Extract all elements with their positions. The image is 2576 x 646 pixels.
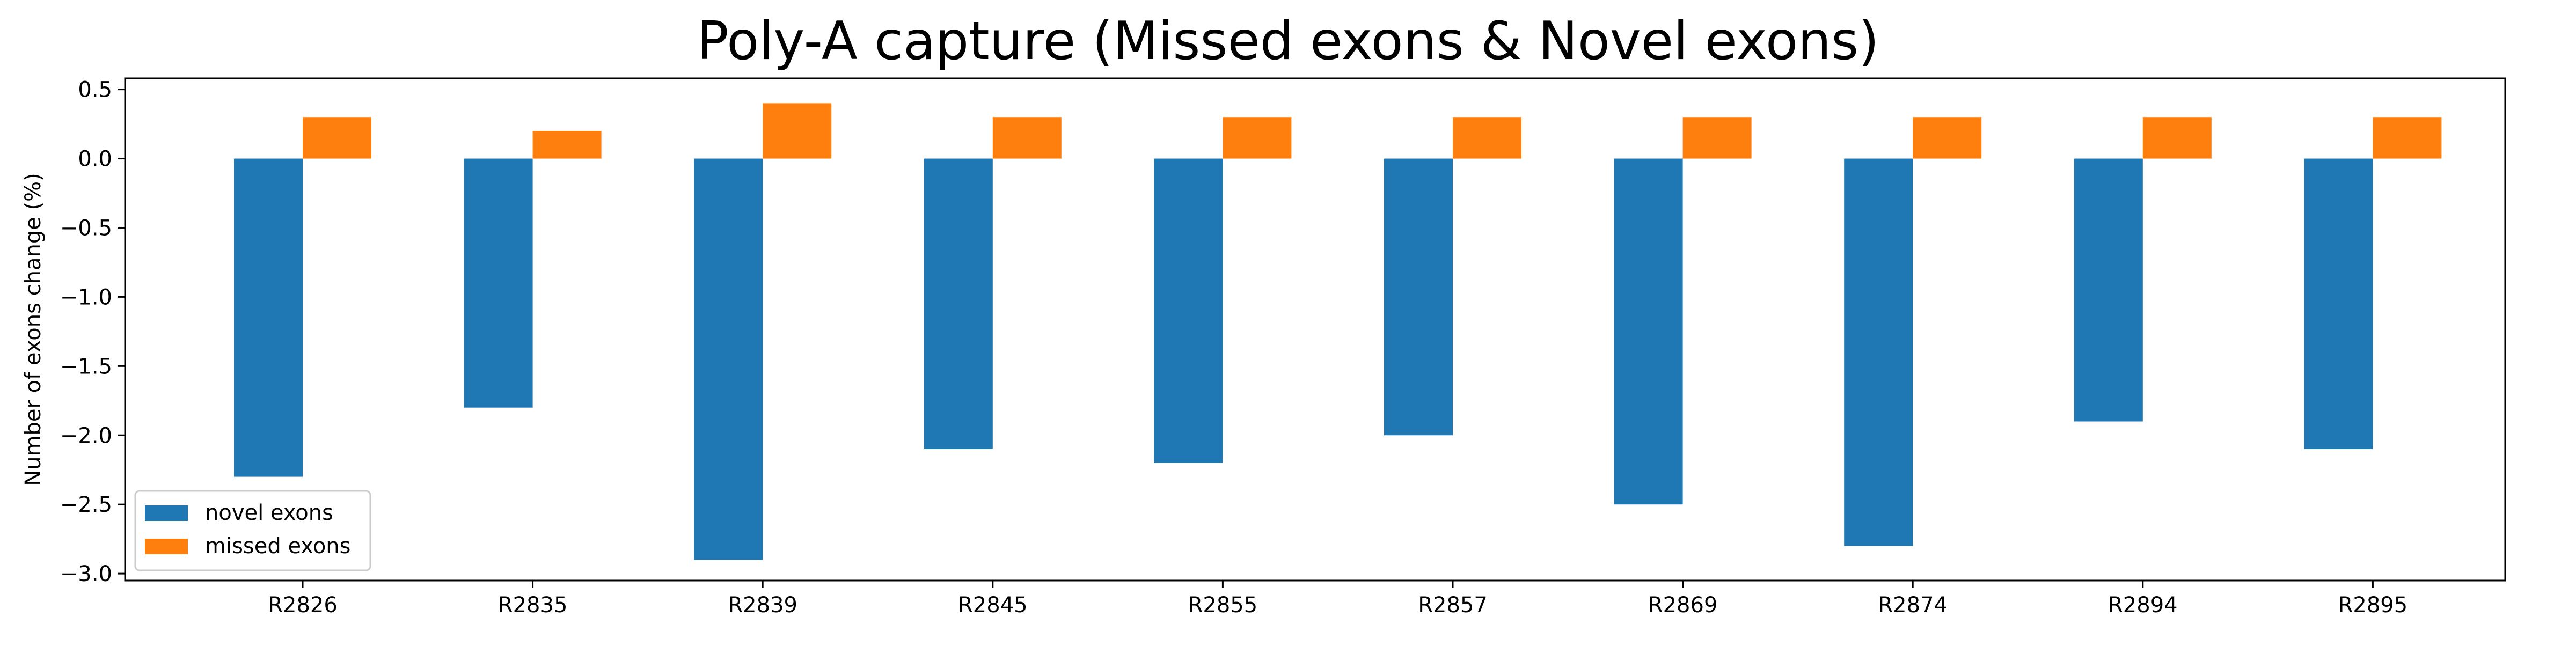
y-tick-label: 0.5	[78, 78, 112, 102]
bar-missed-exons-r2869	[1682, 117, 1752, 159]
bar-novel-exons-r2894	[2074, 158, 2143, 422]
x-tick-label-r2826: R2826	[268, 593, 338, 618]
legend-swatch-missed-exons	[145, 539, 188, 554]
x-tick-label-r2894: R2894	[2108, 593, 2178, 618]
bar-novel-exons-r2869	[1614, 158, 1683, 505]
bar-missed-exons-r2895	[2373, 117, 2442, 159]
x-tick-label-r2855: R2855	[1188, 593, 1258, 618]
bars-layer	[234, 103, 2442, 560]
bar-missed-exons-r2855	[1223, 117, 1292, 159]
bar-novel-exons-r2857	[1384, 158, 1453, 436]
bar-missed-exons-r2874	[1913, 117, 1982, 159]
bar-missed-exons-r2839	[763, 103, 832, 159]
x-tick-label-r2895: R2895	[2338, 593, 2408, 618]
legend-swatch-novel-exons	[145, 505, 188, 521]
y-tick-label: 0.0	[78, 147, 112, 172]
legend-label-missed-exons: missed exons	[205, 534, 350, 559]
legend: novel exons missed exons	[134, 490, 371, 571]
y-tick-label: −2.5	[60, 493, 112, 517]
axes-layer: R2826 R2835 R2839 R2845 R2855 R2857 R2869 R2874…	[60, 78, 2407, 618]
plot-frame	[124, 77, 2506, 582]
x-tick-label-r2857: R2857	[1418, 593, 1488, 618]
y-tick-label: −2.0	[60, 423, 112, 448]
bar-missed-exons-r2894	[2142, 117, 2212, 159]
bar-novel-exons-r2895	[2304, 158, 2373, 450]
bar-novel-exons-r2826	[234, 158, 303, 477]
y-axis-label: Number of exons change (%)	[21, 173, 46, 486]
y-tick-label: −1.0	[60, 285, 112, 310]
x-tick-label-r2869: R2869	[1648, 593, 1718, 618]
bar-missed-exons-r2857	[1453, 117, 1521, 159]
bar-novel-exons-r2835	[464, 158, 533, 408]
bar-missed-exons-r2845	[992, 117, 1062, 159]
legend-box	[134, 490, 371, 571]
bar-novel-exons-r2845	[924, 158, 993, 450]
y-tick-label: −1.5	[60, 354, 112, 379]
bar-novel-exons-r2874	[1844, 158, 1913, 546]
bar-missed-exons-r2826	[303, 117, 371, 159]
bar-novel-exons-r2839	[694, 158, 763, 560]
bar-missed-exons-r2835	[532, 130, 602, 159]
legend-label-novel-exons: novel exons	[205, 501, 333, 525]
x-tick-label-r2874: R2874	[1878, 593, 1948, 618]
x-tick-label-r2845: R2845	[958, 593, 1028, 618]
y-tick-label: −0.5	[60, 216, 112, 240]
chart-title: Poly-A capture (Missed exons & Novel exo…	[697, 11, 1879, 72]
x-tick-label-r2835: R2835	[498, 593, 568, 618]
bar-novel-exons-r2855	[1154, 158, 1223, 463]
x-tick-label-r2839: R2839	[728, 593, 797, 618]
y-tick-label: −3.0	[60, 562, 112, 586]
